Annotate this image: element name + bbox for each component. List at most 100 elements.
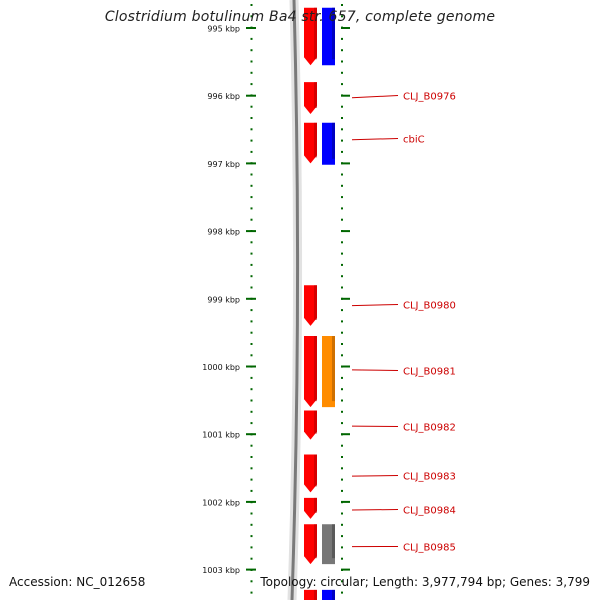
scale-dot-inner: [251, 332, 253, 334]
scale-dot-outer: [341, 445, 343, 447]
gene-label: CLJ_B0985: [403, 543, 456, 554]
scale-dot-outer: [341, 513, 343, 515]
scale-dot-outer: [341, 479, 343, 481]
scale-dot-inner: [251, 219, 253, 221]
scale-tick-label: 1002 kbp: [202, 498, 240, 507]
scale-dot-outer: [341, 400, 343, 402]
scale-dot-outer: [341, 174, 343, 176]
scale-dot-inner: [251, 253, 253, 255]
gene-label: CLJ_B0983: [403, 472, 456, 483]
scale-dot-outer: [341, 241, 343, 243]
scale-tick-label: 998 kbp: [207, 228, 240, 237]
scale-dot-inner: [251, 558, 253, 560]
gene-label: CLJ_B0980: [403, 301, 456, 312]
scale-dot-inner: [251, 4, 253, 6]
scale-dot-inner: [251, 592, 253, 594]
gene-feature-shade: [314, 336, 317, 401]
scale-dot-inner: [251, 117, 253, 119]
scale-tick-label: 1003 kbp: [202, 566, 240, 575]
gene-label: cbiC: [403, 135, 425, 146]
scale-dot-inner: [251, 309, 253, 311]
scale-dot-inner: [251, 174, 253, 176]
scale-dot-outer: [341, 535, 343, 537]
scale-dot-outer: [341, 61, 343, 63]
gene-feature-shade: [314, 123, 317, 158]
gene-feature-shade: [332, 336, 335, 401]
scale-dot-inner: [251, 72, 253, 74]
scale-dot-inner: [251, 61, 253, 63]
gene-feature-shade: [314, 285, 317, 320]
scale-dot-inner: [251, 128, 253, 130]
scale-dot-outer: [341, 388, 343, 390]
scale-dot-outer: [341, 411, 343, 413]
scale-dot-outer: [341, 592, 343, 594]
gene-feature-shade: [314, 590, 317, 600]
scale-dot-outer: [341, 422, 343, 424]
scale-dot-outer: [341, 49, 343, 51]
scale-dot-inner: [251, 513, 253, 515]
label-leader-line: [352, 139, 398, 140]
gene-feature-shade: [332, 524, 335, 558]
label-leader-line: [352, 510, 398, 511]
scale-dot-inner: [251, 490, 253, 492]
scale-dot-outer: [341, 128, 343, 130]
scale-dot-outer: [341, 196, 343, 198]
scale-dot-inner: [251, 207, 253, 209]
label-leader-line: [352, 370, 398, 371]
scale-dot-outer: [341, 83, 343, 85]
scale-tick-label: 1000 kbp: [202, 363, 240, 372]
scale-dot-inner: [251, 422, 253, 424]
scale-dot-inner: [251, 546, 253, 548]
scale-dot-inner: [251, 467, 253, 469]
label-leader-line: [352, 96, 398, 98]
topology-text: Topology: circular; Length: 3,977,794 bp…: [260, 575, 590, 589]
scale-dot-outer: [341, 106, 343, 108]
gene-feature-shade: [314, 82, 317, 108]
scale-dot-outer: [341, 287, 343, 289]
gene-feature-shade: [332, 123, 335, 159]
scale-dot-inner: [251, 377, 253, 379]
scale-dot-outer: [341, 140, 343, 142]
scale-dot-inner: [251, 241, 253, 243]
scale-dot-inner: [251, 388, 253, 390]
scale-dot-outer: [341, 377, 343, 379]
scale-dot-outer: [341, 524, 343, 526]
gene-feature-shade: [314, 411, 317, 434]
scale-dot-inner: [251, 185, 253, 187]
scale-tick-label: 995 kbp: [207, 25, 240, 34]
scale-dot-inner: [251, 354, 253, 356]
scale-dot-outer: [341, 253, 343, 255]
scale-dot-inner: [251, 320, 253, 322]
gene-feature-shade: [314, 455, 317, 487]
scale-tick-label: 996 kbp: [207, 92, 240, 101]
scale-dot-outer: [341, 38, 343, 40]
scale-dot-inner: [251, 411, 253, 413]
scale-dot-inner: [251, 140, 253, 142]
reverse-track: [318, 0, 336, 600]
scale-dot-inner: [251, 445, 253, 447]
gene-label: CLJ_B0984: [403, 506, 456, 517]
scale-dot-outer: [341, 332, 343, 334]
scale-dot-inner: [251, 535, 253, 537]
gene-feature-shade: [314, 524, 317, 558]
scale-dot-inner: [251, 151, 253, 153]
scale-dot-outer: [341, 72, 343, 74]
label-leader-line: [352, 305, 398, 306]
scale-dot-inner: [251, 83, 253, 85]
scale-dot-inner: [251, 580, 253, 582]
scale-dot-inner: [251, 524, 253, 526]
scale-dot-inner: [251, 106, 253, 108]
scale-dot-outer: [341, 219, 343, 221]
scale-dot-outer: [341, 151, 343, 153]
scale-dot-inner: [251, 287, 253, 289]
scale-dot-inner: [251, 196, 253, 198]
map-title: Clostridium botulinum Ba4 str. 657, comp…: [0, 9, 600, 25]
scale-dot-outer: [341, 4, 343, 6]
gene-label: CLJ_B0976: [403, 92, 456, 103]
scale-dot-inner: [251, 456, 253, 458]
scale-dot-outer: [341, 490, 343, 492]
gene-feature-shade: [332, 590, 335, 600]
scale-tick-label: 999 kbp: [207, 295, 240, 304]
